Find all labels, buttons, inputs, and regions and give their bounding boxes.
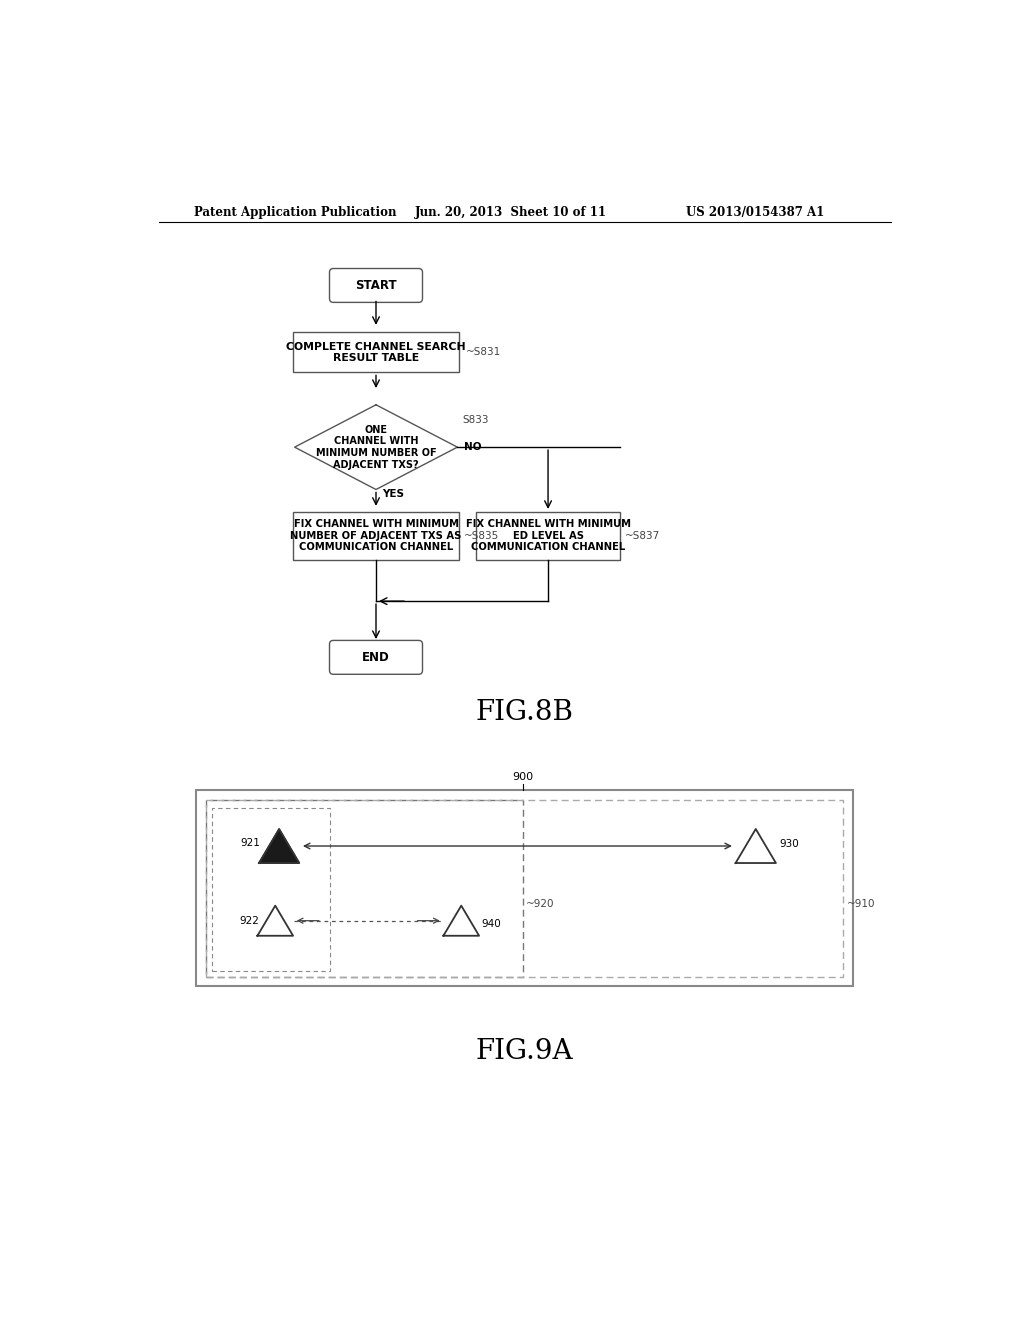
Text: YES: YES <box>382 490 404 499</box>
Text: 900: 900 <box>513 772 534 783</box>
Text: S833: S833 <box>462 416 488 425</box>
Bar <box>293 333 460 372</box>
Text: END: END <box>362 651 390 664</box>
FancyBboxPatch shape <box>330 640 423 675</box>
Text: COMPLETE CHANNEL SEARCH
RESULT TABLE: COMPLETE CHANNEL SEARCH RESULT TABLE <box>286 342 466 363</box>
Bar <box>206 800 844 977</box>
Text: ~S831: ~S831 <box>466 347 501 358</box>
Text: ~S837: ~S837 <box>625 531 659 541</box>
Text: 921: 921 <box>241 838 260 847</box>
FancyBboxPatch shape <box>330 268 423 302</box>
Text: NO: NO <box>464 442 481 453</box>
Text: ~910: ~910 <box>847 899 874 908</box>
Text: Jun. 20, 2013  Sheet 10 of 11: Jun. 20, 2013 Sheet 10 of 11 <box>415 206 607 219</box>
Text: START: START <box>355 279 397 292</box>
Text: Patent Application Publication: Patent Application Publication <box>194 206 396 219</box>
Bar <box>212 808 330 970</box>
Polygon shape <box>259 829 299 863</box>
Text: ONE
CHANNEL WITH
MINIMUM NUMBER OF
ADJACENT TXS?: ONE CHANNEL WITH MINIMUM NUMBER OF ADJAC… <box>315 425 436 470</box>
Bar <box>197 789 853 986</box>
Text: FIX CHANNEL WITH MINIMUM
ED LEVEL AS
COMMUNICATION CHANNEL: FIX CHANNEL WITH MINIMUM ED LEVEL AS COM… <box>466 519 631 552</box>
Text: US 2013/0154387 A1: US 2013/0154387 A1 <box>686 206 824 219</box>
Text: 922: 922 <box>240 916 259 925</box>
Bar <box>293 512 460 560</box>
Text: ~920: ~920 <box>526 899 555 908</box>
Bar <box>206 800 523 977</box>
Text: FIG.8B: FIG.8B <box>476 700 573 726</box>
Text: FIX CHANNEL WITH MINIMUM
NUMBER OF ADJACENT TXS AS
COMMUNICATION CHANNEL: FIX CHANNEL WITH MINIMUM NUMBER OF ADJAC… <box>291 519 462 552</box>
Text: ~S835: ~S835 <box>464 531 500 541</box>
Text: FIG.9A: FIG.9A <box>476 1038 573 1065</box>
Text: 940: 940 <box>481 919 501 929</box>
Bar <box>476 512 620 560</box>
Text: 930: 930 <box>779 840 799 850</box>
